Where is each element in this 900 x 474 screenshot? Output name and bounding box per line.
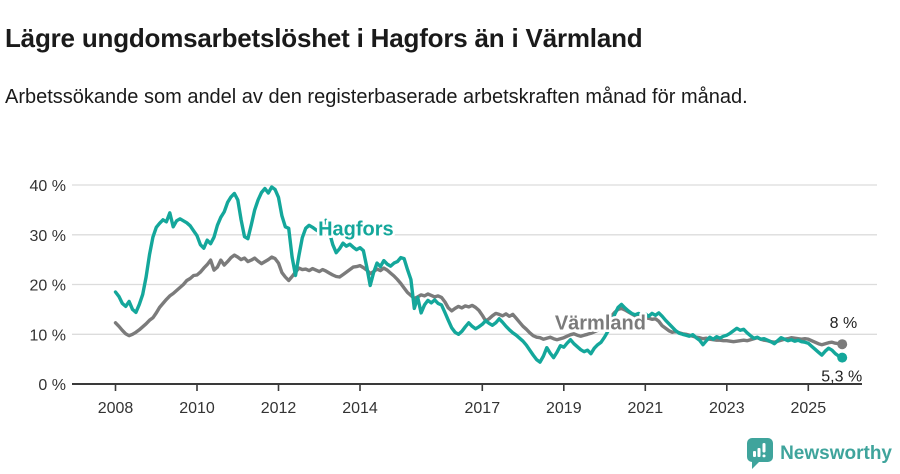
hagfors-label: Hagfors (318, 219, 394, 241)
end-dot-värmland (837, 339, 848, 350)
page-title: Lägre ungdomsarbetslöshet i Hagfors än i… (5, 23, 643, 54)
end-dot-hagfors (837, 352, 848, 363)
y-tick-label: 40 % (30, 178, 66, 195)
x-tick-label: 2023 (709, 400, 745, 417)
newsworthy-brand-link[interactable]: Newsworthy (747, 438, 892, 469)
x-tick-label: 2021 (628, 400, 664, 417)
chart-subtitle: Arbetssökande som andel av den registerb… (5, 86, 748, 108)
y-tick-label: 10 % (30, 327, 66, 344)
y-tick-label: 20 % (30, 278, 66, 295)
x-tick-label: 2025 (791, 400, 827, 417)
y-tick-label: 30 % (30, 228, 66, 245)
x-tick-label: 2012 (261, 400, 297, 417)
x-tick-label: 2010 (179, 400, 215, 417)
x-tick-label: 2014 (342, 400, 378, 417)
newsworthy-brand-text: Newsworthy (780, 442, 892, 464)
y-tick-label: 0 % (38, 377, 66, 394)
newsworthy-logo-icon (747, 438, 774, 469)
end-value-värmland: 8 % (830, 315, 858, 332)
varmland-label: Värmland (555, 312, 646, 334)
x-tick-label: 2017 (465, 400, 501, 417)
x-tick-label: 2008 (98, 400, 134, 417)
line-hagfors (113, 185, 844, 364)
end-value-hagfors: 5,3 % (821, 369, 862, 386)
line-värmland (113, 253, 844, 347)
x-tick-label: 2019 (546, 400, 582, 417)
